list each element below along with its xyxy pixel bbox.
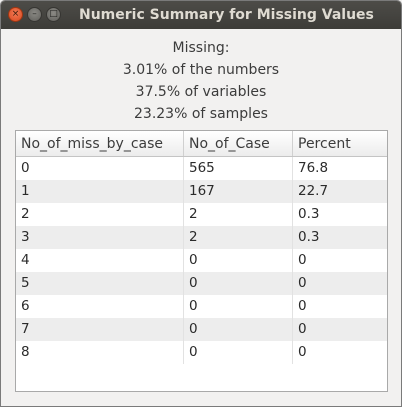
- cell-percent: 0: [298, 252, 307, 268]
- table-row[interactable]: 8 0 0: [16, 341, 387, 364]
- cell-miss-by-case: 3: [16, 226, 184, 249]
- cell-no-of-case: 565: [184, 157, 293, 180]
- cell-miss-by-case: 1: [16, 180, 184, 203]
- close-icon[interactable]: ×: [8, 7, 23, 22]
- maximize-icon[interactable]: □: [46, 7, 61, 22]
- table-header: No_of_miss_by_case No_of_Case Percent: [16, 131, 387, 157]
- cell-no-of-case: 2: [184, 203, 293, 226]
- title-bar[interactable]: × – □ Numeric Summary for Missing Values: [1, 1, 401, 29]
- table-row[interactable]: 4 0 0: [16, 249, 387, 272]
- cell-miss-by-case: 8: [16, 341, 184, 364]
- cell-miss-by-case: 0: [16, 157, 184, 180]
- cell-percent: 22.7: [298, 183, 329, 199]
- cell-percent: 0: [298, 321, 307, 337]
- cell-percent: 0.3: [298, 229, 320, 245]
- cell-no-of-case: 0: [184, 318, 293, 341]
- missing-table[interactable]: No_of_miss_by_case No_of_Case Percent 0 …: [15, 130, 388, 392]
- cell-percent: 0: [298, 275, 307, 291]
- cell-no-of-case: 0: [184, 249, 293, 272]
- summary-numbers: 3.01% of the numbers: [122, 62, 280, 78]
- cell-percent: 0: [298, 298, 307, 314]
- cell-percent: 76.8: [298, 160, 329, 176]
- window-title: Numeric Summary for Missing Values: [79, 7, 374, 23]
- cell-miss-by-case: 6: [16, 295, 184, 318]
- cell-miss-by-case: 2: [16, 203, 184, 226]
- column-header-no-of-case[interactable]: No_of_Case: [184, 131, 293, 156]
- table-row[interactable]: 5 0 0: [16, 272, 387, 295]
- table-row[interactable]: 3 2 0.3: [16, 226, 387, 249]
- column-header-percent[interactable]: Percent: [298, 136, 351, 152]
- summary-samples: 23.23% of samples: [134, 106, 268, 122]
- summary-heading: Missing:: [172, 40, 230, 56]
- cell-miss-by-case: 4: [16, 249, 184, 272]
- cell-no-of-case: 0: [184, 341, 293, 364]
- table-row[interactable]: 7 0 0: [16, 318, 387, 341]
- cell-no-of-case: 167: [184, 180, 293, 203]
- table-body: 0 565 76.8 1 167 22.7 2 2 0.3 3 2 0.3 4: [16, 157, 387, 364]
- missing-summary: Missing: 3.01% of the numbers 37.5% of v…: [1, 37, 401, 125]
- column-header-no-of-miss-by-case[interactable]: No_of_miss_by_case: [16, 131, 184, 156]
- cell-percent: 0: [298, 344, 307, 360]
- cell-miss-by-case: 7: [16, 318, 184, 341]
- table-row[interactable]: 2 2 0.3: [16, 203, 387, 226]
- table-row[interactable]: 0 565 76.8: [16, 157, 387, 180]
- table-row[interactable]: 6 0 0: [16, 295, 387, 318]
- cell-percent: 0.3: [298, 206, 320, 222]
- cell-no-of-case: 2: [184, 226, 293, 249]
- cell-no-of-case: 0: [184, 272, 293, 295]
- cell-miss-by-case: 5: [16, 272, 184, 295]
- minimize-icon[interactable]: –: [27, 7, 42, 22]
- table-row[interactable]: 1 167 22.7: [16, 180, 387, 203]
- cell-no-of-case: 0: [184, 295, 293, 318]
- summary-variables: 37.5% of variables: [135, 84, 267, 100]
